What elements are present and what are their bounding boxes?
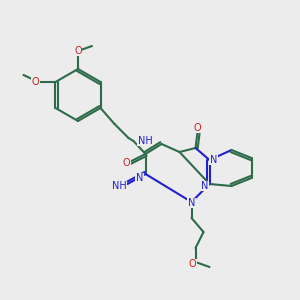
Text: N: N — [210, 155, 217, 165]
Text: O: O — [194, 123, 201, 133]
Text: N: N — [188, 198, 195, 208]
Text: O: O — [32, 77, 39, 87]
Text: N: N — [201, 181, 208, 191]
Text: O: O — [123, 158, 130, 168]
Text: NH: NH — [112, 181, 127, 191]
Text: NH: NH — [137, 136, 152, 146]
Text: N: N — [136, 173, 143, 183]
Text: O: O — [74, 46, 82, 56]
Text: O: O — [189, 259, 196, 269]
